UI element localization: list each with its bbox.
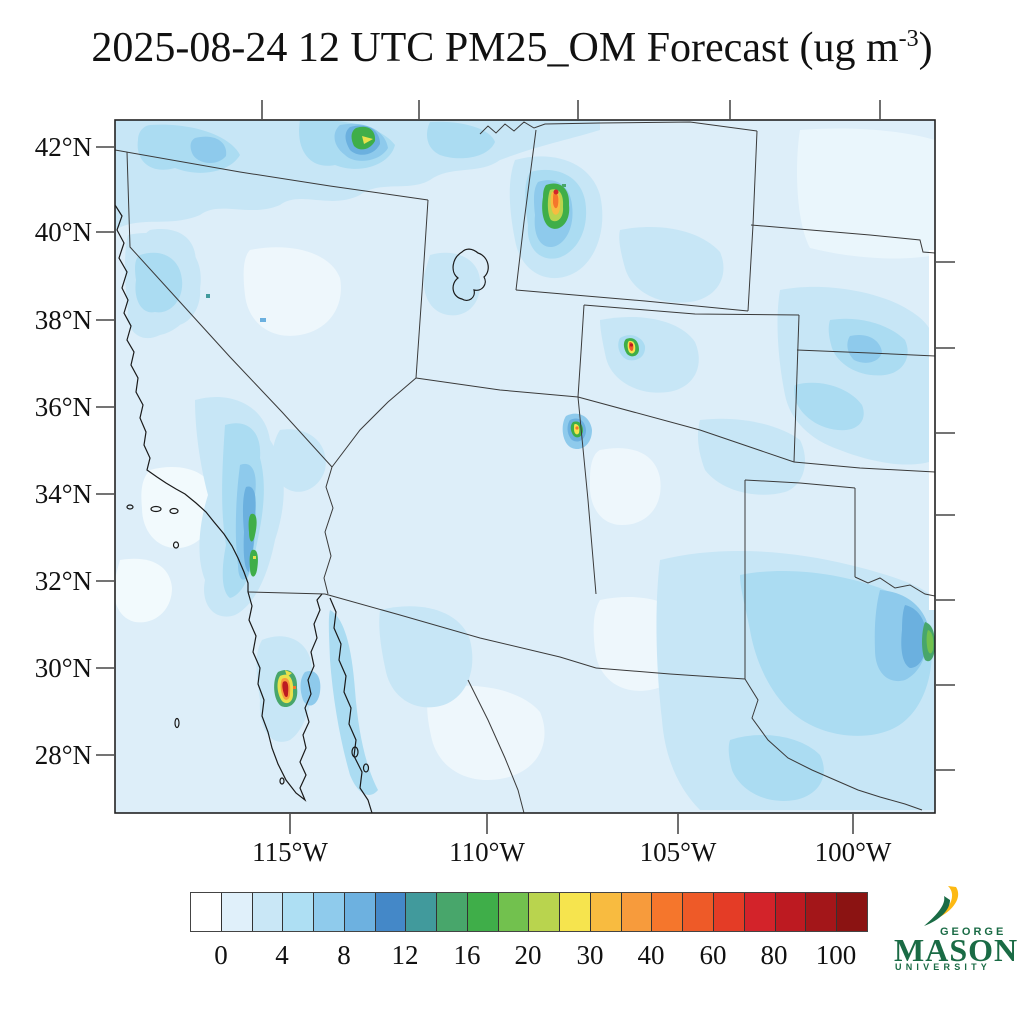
colorbar-cell-5 (344, 893, 376, 931)
colorbar-label-16: 16 (453, 940, 481, 970)
colorbar-cell-18 (744, 893, 776, 931)
hotspot-idaho (351, 126, 376, 150)
hotspot-east-texas-edge (922, 622, 935, 662)
gmu-logo-mason: MASON (894, 932, 1019, 968)
domain-edge-gap (929, 250, 935, 610)
title-close: ) (918, 25, 933, 71)
colorbar-label-20: 20 (514, 940, 542, 970)
gmu-flame-icon (924, 886, 959, 926)
lat-label-32n: 32°N (34, 566, 92, 596)
figure-title: 2025-08-24 12 UTC PM25_OM Forecast (ug m… (0, 24, 1024, 72)
lat-label-34n: 34°N (34, 479, 92, 509)
axis-ticks (96, 100, 955, 834)
gmu-logo: GEORGE MASON UNIVERSITY (888, 886, 1024, 978)
lon-label-100w: 100°W (814, 837, 892, 867)
colorbar-cell-7 (406, 893, 438, 931)
colorbar-cell-6 (375, 893, 407, 931)
colorbar-cell-12 (560, 893, 591, 931)
lat-label-30n: 30°N (34, 653, 92, 683)
title-exponent: -3 (898, 26, 919, 52)
hotspot-salton (248, 513, 258, 577)
colorbar-cell-13 (590, 893, 622, 931)
lon-label-115w: 115°W (252, 837, 328, 867)
colorbar-cell-1 (221, 893, 253, 931)
colorbar-label-0: 0 (214, 940, 228, 970)
colorbar-label-80: 80 (760, 940, 788, 970)
lon-label-105w: 105°W (639, 837, 717, 867)
colorbar-cell-0 (191, 893, 222, 931)
gmu-logo-university: UNIVERSITY (895, 962, 992, 972)
colorbar-label-40: 40 (637, 940, 665, 970)
gmu-logo-george: GEORGE (940, 926, 1007, 938)
colorbar-cell-20 (806, 893, 838, 931)
lat-label-38n: 38°N (34, 305, 92, 335)
hotspot-colorado (623, 338, 639, 357)
colorbar-cell-16 (683, 893, 715, 931)
colorbar-cell-10 (498, 893, 530, 931)
colorbar-label-60: 60 (699, 940, 727, 970)
hotspot-baja (274, 669, 298, 708)
colorbar-cell-11 (529, 893, 561, 931)
pm25-field (115, 120, 935, 813)
lon-label-110w: 110°W (449, 837, 525, 867)
lat-label-40n: 40°N (34, 217, 92, 247)
colorbar-label-30: 30 (576, 940, 604, 970)
colorbar-cell-2 (252, 893, 284, 931)
colorbar-cell-3 (283, 893, 315, 931)
colorbar-cell-17 (714, 893, 745, 931)
colorbar-label-4: 4 (275, 940, 289, 970)
lat-label-42n: 42°N (34, 132, 92, 162)
colorbar-cell-4 (314, 893, 345, 931)
colorbar-cell-19 (775, 893, 807, 931)
colorbar (190, 892, 868, 932)
coastline (115, 204, 489, 813)
map-frame (114, 119, 936, 814)
lat-label-28n: 28°N (34, 740, 92, 770)
great-salt-lake (452, 248, 489, 302)
hotspot-utah (542, 183, 570, 229)
colorbar-cell-9 (467, 893, 499, 931)
state-borders (115, 121, 935, 813)
colorbar-cell-8 (437, 893, 468, 931)
colorbar-label-12: 12 (391, 940, 419, 970)
colorbar-cell-14 (621, 893, 653, 931)
colorbar-label-100: 100 (815, 940, 857, 970)
colorbar-cell-15 (652, 893, 684, 931)
colorbar-label-8: 8 (337, 940, 351, 970)
colorbar-cell-21 (837, 893, 867, 931)
lat-label-36n: 36°N (34, 392, 92, 422)
title-text: 2025-08-24 12 UTC PM25_OM Forecast (ug m (91, 25, 899, 71)
hotspot-new-mexico (570, 421, 583, 438)
